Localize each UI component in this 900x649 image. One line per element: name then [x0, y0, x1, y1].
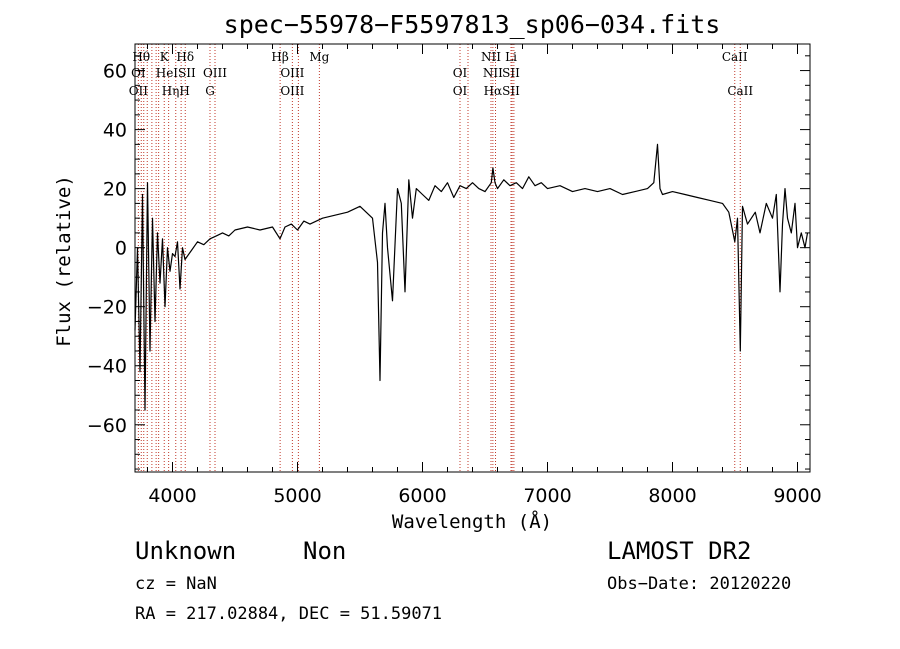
y-tick-label: 40	[103, 120, 127, 142]
y-tick-label: 20	[103, 179, 127, 201]
cz-text: cz = NaN	[135, 574, 217, 594]
line-marker-label: SII	[502, 84, 520, 98]
line-marker-label: SII	[502, 66, 520, 80]
line-marker-label: OIII	[280, 66, 304, 80]
line-marker-label: Hθ	[132, 50, 150, 64]
line-marker-label: HeISII	[156, 66, 196, 80]
line-marker-label: Hβ	[271, 50, 288, 64]
line-marker-label: OIII	[203, 66, 227, 80]
y-axis-label: Flux (relative)	[53, 175, 75, 347]
coords-text: RA = 217.02884, DEC = 51.59071	[135, 604, 442, 624]
line-marker-label: OI	[453, 66, 468, 80]
line-marker-label: OIII	[280, 84, 304, 98]
y-tick-label: 60	[103, 61, 127, 83]
marker-lines	[137, 44, 741, 472]
chart-title: spec−55978−F5597813_sp06−034.fits	[224, 10, 721, 39]
class-label: Unknown	[135, 537, 236, 565]
line-marker-label: Hα	[484, 84, 503, 98]
line-marker-label: OII	[129, 84, 149, 98]
marker-labels: OI OII Hθ K HeISII HηH Hδ G OIII Hβ OIII OIII Mg OI OI…	[129, 50, 754, 98]
y-tick-label: −40	[87, 356, 127, 378]
line-marker-label: NII	[483, 66, 503, 80]
line-marker-label: G	[205, 84, 215, 98]
line-marker-label: K	[160, 50, 170, 64]
y-tick-label: −20	[87, 297, 127, 319]
x-tick-label: 6000	[398, 485, 446, 507]
y-axis-ticks: −60 −40 −20 0 20 40 60	[87, 55, 810, 470]
line-marker-label: Mg	[309, 50, 329, 64]
obs-date-text: Obs−Date: 20120220	[607, 574, 791, 594]
x-tick-label: 8000	[648, 485, 696, 507]
x-tick-label: 5000	[273, 485, 321, 507]
x-tick-label: 4000	[148, 485, 196, 507]
line-marker-label: Li	[505, 50, 517, 64]
x-tick-label: 9000	[773, 485, 821, 507]
plot-frame	[134, 43, 811, 473]
line-marker-label: CaII	[727, 84, 753, 98]
line-marker-label: Hδ	[176, 50, 194, 64]
survey-label: LAMOST DR2	[607, 537, 752, 565]
line-marker-label: NII	[481, 50, 501, 64]
line-marker-label: HηH	[162, 84, 190, 98]
spectrum-layer	[134, 143, 809, 411]
y-tick-label: 0	[115, 238, 127, 260]
y-tick-label: −60	[87, 415, 127, 437]
x-tick-label: 7000	[523, 485, 571, 507]
x-axis-label: Wavelength (Å)	[392, 510, 552, 533]
line-marker-label: OI	[131, 66, 146, 80]
line-marker-label: OI	[453, 84, 468, 98]
spectrum-line	[134, 143, 809, 411]
x-axis-ticks: 4000 5000 6000 7000 8000 9000	[147, 44, 822, 507]
subclass-label: Non	[303, 537, 346, 565]
line-marker-label: CaII	[722, 50, 748, 64]
